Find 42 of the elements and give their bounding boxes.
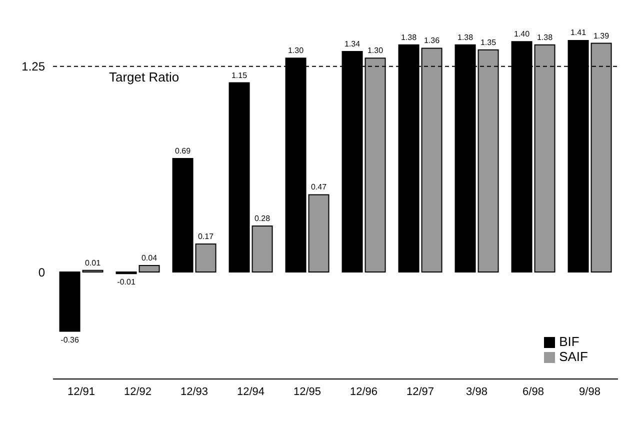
data-label: 1.38 xyxy=(457,32,474,42)
data-label: 0.47 xyxy=(310,182,328,192)
x-tick-label: 12/97 xyxy=(406,386,434,398)
data-label: 1.15 xyxy=(231,70,248,80)
data-label: -0.01 xyxy=(117,278,136,287)
data-label: -0.36 xyxy=(60,335,80,344)
bar xyxy=(138,264,160,273)
x-tick-label: 12/94 xyxy=(236,386,265,398)
y-tick-label: 1.25 xyxy=(22,60,46,74)
legend-label: SAIF xyxy=(559,349,588,364)
bar xyxy=(172,158,194,273)
bar xyxy=(228,82,250,273)
data-label: 1.38 xyxy=(400,32,418,42)
x-tick-label: 3/98 xyxy=(466,386,488,398)
x-tick-label: 12/93 xyxy=(180,386,208,398)
data-label: 1.35 xyxy=(480,38,497,47)
x-tick-label: 12/91 xyxy=(67,386,96,398)
data-label: 1.38 xyxy=(536,32,554,42)
data-label: 0.28 xyxy=(254,214,271,223)
bar xyxy=(59,272,80,332)
y-tick-label: 0 xyxy=(38,265,46,280)
x-tick-label: 12/92 xyxy=(124,386,152,398)
data-label: 1.30 xyxy=(367,46,384,56)
bar xyxy=(252,225,273,273)
data-label: 1.39 xyxy=(593,31,610,40)
data-label: 0.69 xyxy=(174,146,192,156)
x-tick-label: 6/98 xyxy=(522,386,544,398)
ref-line-label: Target Ratio xyxy=(109,70,180,85)
data-label: 1.34 xyxy=(344,40,361,49)
data-label: 0.01 xyxy=(84,258,102,268)
x-tick-label: 9/98 xyxy=(579,386,600,398)
data-label: 0.17 xyxy=(198,232,214,242)
bar xyxy=(195,244,216,273)
bar xyxy=(308,194,330,273)
legend-label: BIF xyxy=(559,334,580,349)
data-label: 1.30 xyxy=(288,46,304,56)
data-label: 1.36 xyxy=(424,36,440,46)
data-label: 1.40 xyxy=(514,30,530,39)
data-label: 1.41 xyxy=(570,28,587,37)
x-tick-label: 12/96 xyxy=(350,386,378,398)
x-tick-label: 12/95 xyxy=(293,386,322,398)
data-label: 0.04 xyxy=(141,253,158,262)
